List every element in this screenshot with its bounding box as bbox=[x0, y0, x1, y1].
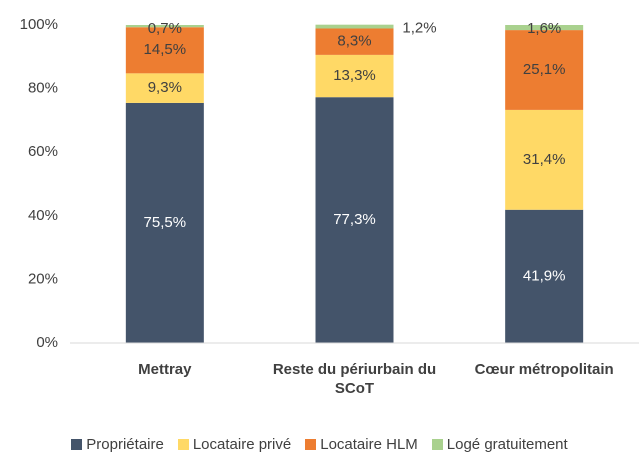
bar-segment bbox=[125, 73, 204, 103]
x-tick-label: Mettray bbox=[138, 361, 192, 378]
bar-segment bbox=[125, 25, 204, 28]
y-tick-label: 20% bbox=[28, 270, 58, 287]
value-label: 13,3% bbox=[333, 67, 376, 84]
legend-swatch bbox=[431, 439, 443, 450]
legend-item: Locataire HLM bbox=[305, 436, 418, 453]
bar-segment bbox=[505, 109, 584, 210]
value-label: 77,3% bbox=[333, 211, 376, 228]
bar-segment bbox=[125, 27, 204, 74]
bar-segment bbox=[505, 30, 584, 110]
legend: Propriétaire Locataire privé Locataire HLM… bbox=[0, 436, 639, 453]
bar-segment bbox=[505, 209, 584, 343]
bar-segment bbox=[315, 28, 394, 55]
legend-item: Locataire privé bbox=[177, 436, 292, 453]
legend-label: Locataire HLM bbox=[320, 436, 418, 453]
legend-item: Propriétaire bbox=[71, 436, 164, 453]
x-tick-label: Reste du périurbain du SCoT bbox=[272, 361, 437, 397]
legend-swatch bbox=[71, 439, 83, 450]
value-label: 1,6% bbox=[527, 20, 561, 37]
value-label: 14,5% bbox=[144, 41, 187, 58]
bar-segment bbox=[315, 24, 394, 29]
value-label: 0,7% bbox=[148, 20, 182, 37]
bar-segment bbox=[315, 54, 394, 98]
plot: 0% 20% 40% 60% 80% 100% 75,5% 9,3% 14,5% 0,7% 77,3… bbox=[20, 16, 639, 351]
legend-swatch bbox=[305, 439, 317, 450]
legend-swatch bbox=[177, 439, 189, 450]
legend-label: Locataire privé bbox=[192, 436, 292, 453]
bar-segment bbox=[315, 97, 394, 343]
y-tick-label: 60% bbox=[28, 143, 58, 160]
value-label: 9,3% bbox=[148, 79, 182, 96]
value-label: 75,5% bbox=[144, 214, 187, 231]
value-label: 8,3% bbox=[337, 33, 371, 50]
value-label: 1,2% bbox=[402, 20, 436, 37]
y-tick-label: 100% bbox=[20, 16, 58, 33]
value-label: 31,4% bbox=[523, 151, 566, 168]
value-label: 25,1% bbox=[523, 61, 566, 78]
y-tick-label: 0% bbox=[36, 334, 58, 351]
x-tick-label: Cœur métropolitain bbox=[474, 361, 614, 378]
legend-label: Logé gratuitement bbox=[446, 436, 568, 453]
value-label: 41,9% bbox=[523, 267, 566, 284]
y-tick-label: 40% bbox=[28, 207, 58, 224]
y-tick-label: 80% bbox=[28, 80, 58, 97]
bar-segment bbox=[125, 102, 204, 343]
legend-item: Logé gratuitement bbox=[431, 436, 568, 453]
bar-segment bbox=[505, 25, 584, 31]
legend-label: Propriétaire bbox=[86, 436, 164, 453]
